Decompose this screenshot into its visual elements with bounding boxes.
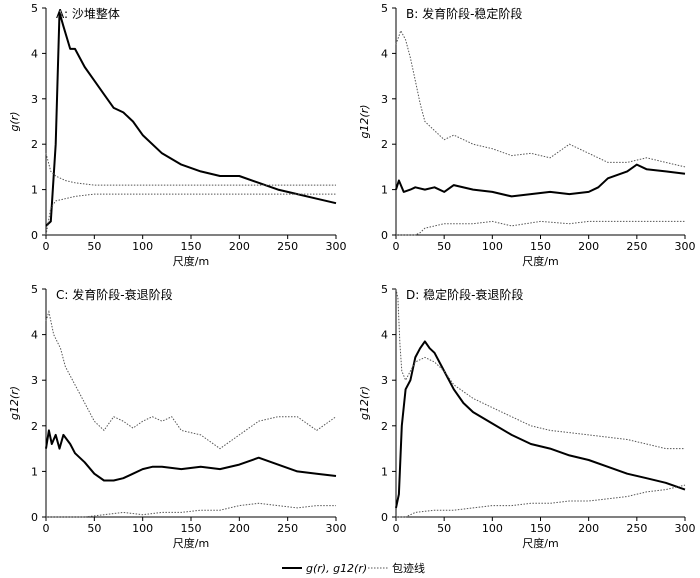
series-line-envelope-lower — [46, 502, 336, 518]
x-tick-label: 0 — [393, 522, 400, 535]
y-tick-label: 4 — [31, 47, 38, 60]
x-tick-label: 50 — [437, 240, 451, 253]
y-tick-label: 5 — [381, 2, 388, 15]
x-tick-label: 150 — [181, 240, 202, 253]
series-line-main — [395, 163, 686, 198]
x-tick-label: 0 — [43, 522, 50, 535]
series-line-envelope-lower — [396, 220, 685, 236]
x-tick-label: 100 — [482, 522, 503, 535]
y-tick-label: 2 — [381, 138, 388, 151]
y-tick-label: 2 — [31, 138, 38, 151]
x-tick-label: 200 — [229, 240, 250, 253]
panel-title: B: 发育阶段-稳定阶段 — [406, 6, 522, 21]
panel-d: 0 50 100 150 200 250 300 0 1 2 3 4 5 D: 稳定阶段-衰退阶段尺度/m… — [358, 283, 696, 550]
y-tick-label: 1 — [31, 465, 38, 478]
y-tick-label: 5 — [31, 283, 38, 296]
x-tick-label: 150 — [530, 240, 551, 253]
series-line-main — [45, 429, 337, 482]
y-tick-label: 0 — [381, 229, 388, 242]
x-tick-label: 300 — [326, 240, 347, 253]
panel-title: D: 稳定阶段-衰退阶段 — [406, 287, 523, 302]
x-tick-label: 100 — [482, 240, 503, 253]
y-axis-title: g12(r) — [358, 104, 371, 138]
series-line-envelope-upper — [395, 288, 685, 450]
y-tick-label: 0 — [31, 229, 38, 242]
y-axis-title: g12(r) — [8, 386, 21, 420]
y-tick-label: 2 — [31, 420, 38, 433]
x-tick-label: 150 — [530, 522, 551, 535]
y-tick-label: 5 — [31, 2, 38, 15]
x-axis-title: 尺度/m — [173, 536, 209, 550]
y-tick-label: 4 — [381, 47, 388, 60]
x-tick-label: 300 — [326, 522, 347, 535]
x-tick-label: 0 — [393, 240, 400, 253]
y-tick-label: 4 — [381, 329, 388, 342]
y-tick-label: 4 — [31, 329, 38, 342]
series-line-envelope-upper — [45, 153, 336, 186]
x-tick-label: 50 — [87, 240, 101, 253]
x-tick-label: 50 — [437, 522, 451, 535]
x-tick-label: 100 — [132, 522, 153, 535]
x-tick-label: 250 — [277, 240, 298, 253]
legend-label-main: g(r), g12(r) — [306, 562, 367, 575]
y-tick-label: 0 — [31, 511, 38, 524]
panel-b: 0 50 100 150 200 250 300 0 1 2 3 4 5 B: 发育阶段-稳定阶段尺度/m… — [358, 2, 696, 268]
panel-title: A: 沙堆整体 — [56, 6, 120, 21]
y-tick-label: 3 — [381, 374, 388, 387]
x-tick-label: 250 — [626, 522, 647, 535]
y-tick-label: 3 — [31, 374, 38, 387]
series-line-envelope-upper — [395, 29, 686, 168]
x-axis-title: 尺度/m — [522, 254, 558, 268]
x-tick-label: 0 — [43, 240, 50, 253]
y-tick-label: 3 — [381, 93, 388, 106]
x-tick-label: 250 — [626, 240, 647, 253]
x-tick-label: 100 — [132, 240, 153, 253]
y-tick-label: 1 — [381, 184, 388, 197]
legend-label-envelope: 包迹线 — [392, 561, 425, 575]
x-axis-title: 尺度/m — [173, 254, 209, 268]
x-axis-title: 尺度/m — [522, 536, 558, 550]
series-line-main — [395, 340, 686, 509]
x-tick-label: 150 — [181, 522, 202, 535]
y-tick-label: 5 — [381, 283, 388, 296]
x-tick-label: 50 — [87, 522, 101, 535]
series-line-envelope-upper — [45, 309, 337, 450]
x-tick-label: 300 — [675, 522, 696, 535]
panel-c: 0 50 100 150 200 250 300 0 1 2 3 4 5 C: 发育阶段-衰退阶段尺度/m… — [8, 283, 347, 550]
series-line-envelope-lower — [45, 193, 336, 236]
x-tick-label: 200 — [578, 240, 599, 253]
y-axis-title: g12(r) — [358, 386, 371, 420]
y-tick-label: 0 — [381, 511, 388, 524]
panel-title: C: 发育阶段-衰退阶段 — [56, 287, 173, 302]
y-tick-label: 3 — [31, 93, 38, 106]
x-tick-label: 250 — [277, 522, 298, 535]
y-tick-label: 2 — [381, 420, 388, 433]
series-line-main — [45, 11, 337, 227]
series-line-envelope-lower — [396, 484, 686, 518]
x-tick-label: 300 — [675, 240, 696, 253]
y-tick-label: 1 — [31, 184, 38, 197]
y-tick-label: 1 — [381, 465, 388, 478]
x-tick-label: 200 — [229, 522, 250, 535]
x-tick-label: 200 — [578, 522, 599, 535]
legend: g(r), g12(r) 包迹线 — [282, 561, 425, 575]
y-axis-title: g(r) — [8, 111, 21, 131]
